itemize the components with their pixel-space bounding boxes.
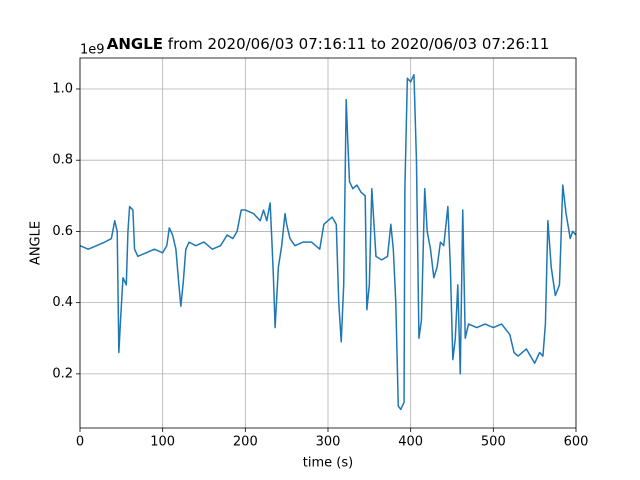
x-tick-label: 500 — [481, 435, 506, 450]
title-rest: from 2020/06/03 07:16:11 to 2020/06/03 0… — [163, 35, 549, 53]
plot-frame — [79, 57, 577, 429]
chart-title: ANGLE from 2020/06/03 07:16:11 to 2020/0… — [107, 35, 550, 53]
x-tick-label: 300 — [316, 435, 341, 450]
y-tick-label: 0.2 — [52, 366, 73, 381]
x-tick-label: 600 — [564, 435, 589, 450]
x-tick-label: 400 — [398, 435, 423, 450]
title-bold: ANGLE — [107, 35, 163, 53]
x-tick-label: 100 — [150, 435, 175, 450]
y-tick-label: 1.0 — [52, 81, 73, 96]
y-tick-label: 0.6 — [52, 224, 73, 239]
y-tick-label: 0.4 — [52, 295, 73, 310]
x-axis-label: time (s) — [303, 456, 353, 471]
offset-label: 1e9 — [80, 43, 105, 58]
y-tick-label: 0.8 — [52, 153, 73, 168]
x-tick-label: 200 — [233, 435, 258, 450]
data-line — [80, 73, 576, 411]
x-tick-label: 0 — [76, 435, 84, 450]
y-axis-label: ANGLE — [29, 221, 44, 265]
